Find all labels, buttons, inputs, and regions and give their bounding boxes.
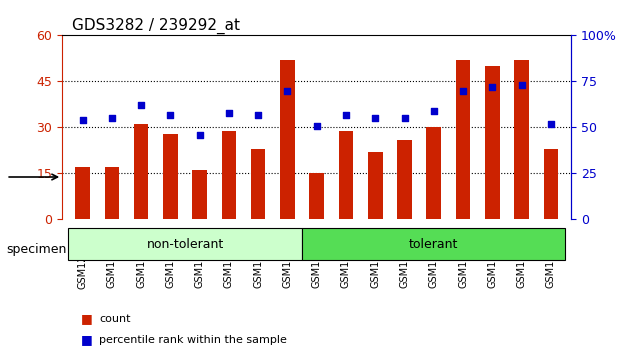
Bar xyxy=(338,131,353,219)
Bar xyxy=(485,66,500,219)
Point xyxy=(487,84,497,90)
Bar xyxy=(134,124,148,219)
Point xyxy=(107,115,117,121)
Text: percentile rank within the sample: percentile rank within the sample xyxy=(99,335,288,345)
Text: ■: ■ xyxy=(81,312,93,325)
Text: ■: ■ xyxy=(81,333,93,346)
Bar xyxy=(75,167,90,219)
Bar xyxy=(163,133,178,219)
Text: GDS3282 / 239292_at: GDS3282 / 239292_at xyxy=(72,18,240,34)
Point xyxy=(399,115,409,121)
Point xyxy=(194,132,204,138)
Point xyxy=(312,123,322,129)
Point xyxy=(165,112,175,118)
Text: count: count xyxy=(99,314,131,324)
Point xyxy=(458,88,468,93)
Point xyxy=(341,112,351,118)
Text: tolerant: tolerant xyxy=(409,238,458,251)
FancyBboxPatch shape xyxy=(302,228,566,260)
Text: non-tolerant: non-tolerant xyxy=(147,238,224,251)
Bar xyxy=(397,140,412,219)
Point xyxy=(517,82,527,88)
Bar xyxy=(543,149,558,219)
Point xyxy=(283,88,292,93)
Bar xyxy=(514,60,529,219)
Bar xyxy=(309,173,324,219)
Bar xyxy=(251,149,266,219)
Point xyxy=(78,117,88,123)
Text: specimen: specimen xyxy=(6,243,66,256)
Point xyxy=(136,103,146,108)
Point xyxy=(253,112,263,118)
Bar xyxy=(280,60,295,219)
Point xyxy=(546,121,556,127)
Bar xyxy=(193,170,207,219)
Point xyxy=(370,115,380,121)
Point xyxy=(429,108,439,114)
Point xyxy=(224,110,234,115)
Bar xyxy=(427,127,441,219)
Bar xyxy=(104,167,119,219)
Bar xyxy=(222,131,236,219)
FancyBboxPatch shape xyxy=(68,228,302,260)
Bar xyxy=(456,60,470,219)
Bar xyxy=(368,152,383,219)
